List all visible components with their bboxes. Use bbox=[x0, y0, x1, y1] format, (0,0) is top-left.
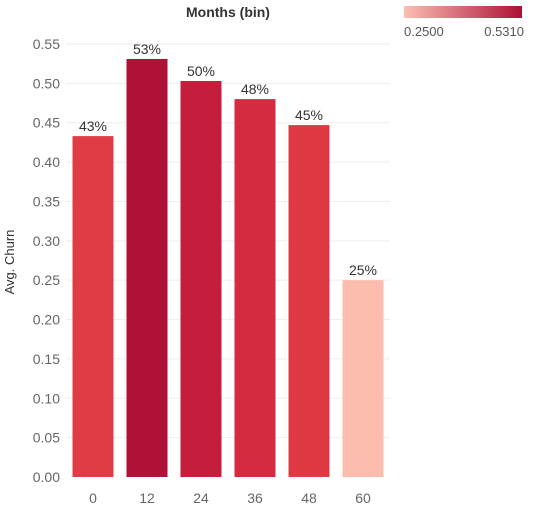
y-axis-ticks: 0.00 0.05 0.10 0.15 0.20 0.25 0.30 0.35 0.40 0.45… bbox=[33, 36, 60, 485]
x-tick-label: 24 bbox=[193, 490, 209, 506]
y-tick-label: 0.20 bbox=[33, 312, 60, 328]
bar bbox=[72, 136, 114, 478]
y-tick-label: 0.35 bbox=[33, 193, 60, 209]
bar bbox=[180, 81, 222, 477]
data-label: 43% bbox=[79, 118, 107, 134]
bar bbox=[126, 58, 168, 477]
y-tick-label: 0.40 bbox=[33, 154, 60, 170]
y-axis-label: Avg. Churn bbox=[2, 230, 17, 295]
legend-min-label: 0.2500 bbox=[404, 24, 444, 39]
x-tick-label: 60 bbox=[355, 490, 371, 506]
data-label: 45% bbox=[295, 107, 323, 123]
y-tick-label: 0.05 bbox=[33, 430, 60, 446]
legend-max-label: 0.5310 bbox=[484, 24, 524, 39]
y-tick-label: 0.25 bbox=[33, 272, 60, 288]
y-tick-label: 0.00 bbox=[33, 469, 60, 485]
x-tick-label: 12 bbox=[139, 490, 155, 506]
y-tick-label: 0.50 bbox=[33, 75, 60, 91]
gridlines bbox=[66, 43, 390, 439]
data-label: 53% bbox=[133, 41, 161, 57]
chart-title: Months (bin) bbox=[186, 4, 270, 20]
data-label: 50% bbox=[187, 63, 215, 79]
x-tick-label: 36 bbox=[247, 490, 263, 506]
x-axis-ticks: 0 12 24 36 48 60 bbox=[89, 490, 371, 506]
y-tick-label: 0.45 bbox=[33, 115, 60, 131]
y-tick-label: 0.55 bbox=[33, 36, 60, 52]
bar bbox=[342, 280, 384, 477]
data-label: 25% bbox=[349, 262, 377, 278]
data-labels: 43% 53% 50% 48% 45% 25% bbox=[79, 41, 377, 278]
bar bbox=[234, 99, 276, 477]
bar bbox=[288, 125, 330, 478]
y-tick-label: 0.15 bbox=[33, 351, 60, 367]
x-tick-label: 0 bbox=[89, 490, 97, 506]
data-label: 48% bbox=[241, 81, 269, 97]
bars bbox=[72, 58, 384, 478]
x-tick-label: 48 bbox=[301, 490, 317, 506]
y-tick-label: 0.30 bbox=[33, 233, 60, 249]
color-legend: 0.2500 0.5310 bbox=[404, 6, 524, 39]
y-tick-label: 0.10 bbox=[33, 390, 60, 406]
legend-gradient-bar bbox=[404, 6, 522, 18]
